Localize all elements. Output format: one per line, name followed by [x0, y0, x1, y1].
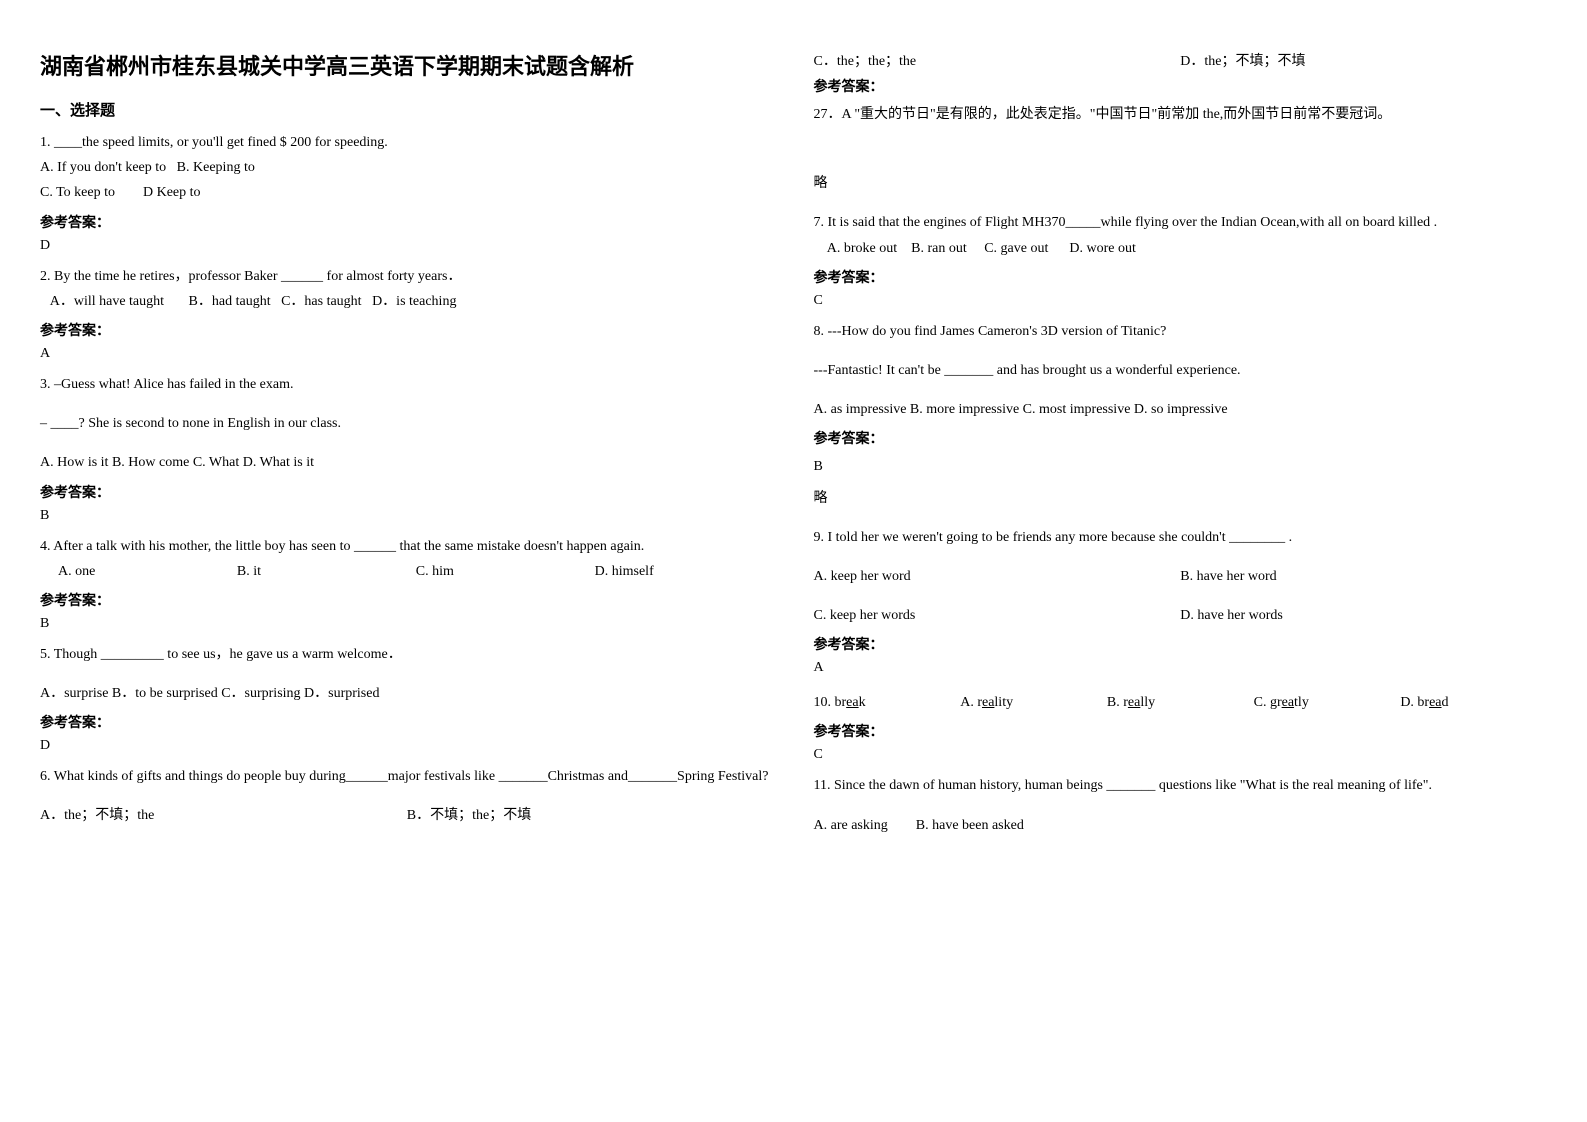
q6-line1: A．the；不填；the B．不填；the；不填 — [40, 803, 774, 828]
q7-opts: A. broke out B. ran out C. gave out D. w… — [814, 236, 1548, 261]
q8-answer: B — [814, 454, 1548, 479]
q9-answer: A — [814, 660, 1548, 676]
q1-answer: D — [40, 238, 774, 254]
answer-label: 参考答案： — [814, 428, 1548, 448]
q1-line2: C. To keep to D Keep to — [40, 180, 774, 205]
q8-opts: A. as impressive B. more impressive C. m… — [814, 397, 1548, 422]
q3-line2: – ____? She is second to none in English… — [40, 411, 774, 436]
question-1: 1. ____the speed limits, or you'll get f… — [40, 130, 774, 206]
q4-opts: A. one B. it C. him D. himself — [40, 559, 774, 584]
q3-answer: B — [40, 508, 774, 524]
answer-label: 参考答案： — [814, 267, 1548, 287]
q6-brief: 略 — [814, 171, 1548, 196]
answer-label: 参考答案： — [40, 320, 774, 340]
q9-line1: A. keep her word B. have her word — [814, 564, 1548, 589]
q8-line1: 8. ---How do you find James Cameron's 3D… — [814, 319, 1548, 344]
q6-stem: 6. What kinds of gifts and things do peo… — [40, 764, 774, 789]
q10-optB: B. really — [1107, 690, 1254, 715]
q10-optC: C. greatly — [1254, 690, 1401, 715]
q11-stem: 11. Since the dawn of human history, hum… — [814, 773, 1548, 798]
question-4: 4. After a talk with his mother, the lit… — [40, 534, 774, 584]
question-8: 8. ---How do you find James Cameron's 3D… — [814, 319, 1548, 423]
question-9: 9. I told her we weren't going to be fri… — [814, 525, 1548, 629]
q9-line2: C. keep her words D. have her words — [814, 603, 1548, 628]
answer-label: 参考答案： — [814, 634, 1548, 654]
q9-stem: 9. I told her we weren't going to be fri… — [814, 525, 1548, 550]
q11-opts: A. are asking B. have been asked — [814, 813, 1548, 838]
q8-brief: 略 — [814, 486, 1548, 511]
q6-line2: C．the；the；the D．the；不填；不填 — [814, 50, 1548, 70]
question-5: 5. Though _________ to see us，he gave us… — [40, 642, 774, 706]
q10-optA: A. reality — [960, 690, 1107, 715]
q1-stem: 1. ____the speed limits, or you'll get f… — [40, 130, 774, 155]
answer-label: 参考答案： — [40, 590, 774, 610]
q2-answer: A — [40, 346, 774, 362]
q5-opts: A．surprise B．to be surprised C．surprisin… — [40, 681, 774, 706]
section-heading: 一、选择题 — [40, 99, 774, 120]
q2-opts: A．will have taught B．had taught C．has ta… — [40, 289, 774, 314]
q8-line2: ---Fantastic! It can't be _______ and ha… — [814, 358, 1548, 383]
q5-answer: D — [40, 738, 774, 754]
left-column: 湖南省郴州市桂东县城关中学高三英语下学期期末试题含解析 一、选择题 1. ___… — [40, 50, 774, 1072]
q10-stem: 10. break — [814, 690, 961, 715]
answer-label: 参考答案： — [40, 212, 774, 232]
q5-stem: 5. Though _________ to see us，he gave us… — [40, 642, 774, 667]
q6-answer: 27．A "重大的节日"是有限的，此处表定指。"中国节日"前常加 the,而外国… — [814, 102, 1548, 127]
q10-optD: D. bread — [1400, 690, 1547, 715]
q10-row: 10. break A. reality B. really C. greatl… — [814, 690, 1548, 715]
answer-label: 参考答案： — [814, 76, 1548, 96]
q7-stem: 7. It is said that the engines of Flight… — [814, 210, 1548, 235]
q10-answer: C — [814, 747, 1548, 763]
answer-label: 参考答案： — [40, 482, 774, 502]
question-11: 11. Since the dawn of human history, hum… — [814, 773, 1548, 837]
question-2: 2. By the time he retires，professor Bake… — [40, 264, 774, 314]
q7-answer: C — [814, 293, 1548, 309]
answer-label: 参考答案： — [40, 712, 774, 732]
q4-stem: 4. After a talk with his mother, the lit… — [40, 534, 774, 559]
question-7: 7. It is said that the engines of Flight… — [814, 210, 1548, 260]
question-6: 6. What kinds of gifts and things do peo… — [40, 764, 774, 828]
document-title: 湖南省郴州市桂东县城关中学高三英语下学期期末试题含解析 — [40, 50, 774, 83]
q4-answer: B — [40, 616, 774, 632]
q2-stem: 2. By the time he retires，professor Bake… — [40, 264, 774, 289]
q3-opts: A. How is it B. How come C. What D. What… — [40, 450, 774, 475]
question-3: 3. –Guess what! Alice has failed in the … — [40, 372, 774, 476]
right-column: C．the；the；the D．the；不填；不填 参考答案： 27．A "重大… — [814, 50, 1548, 1072]
question-10: 10. break A. reality B. really C. greatl… — [814, 690, 1548, 715]
answer-label: 参考答案： — [814, 721, 1548, 741]
q1-line1: A. If you don't keep to B. Keeping to — [40, 155, 774, 180]
q3-line1: 3. –Guess what! Alice has failed in the … — [40, 372, 774, 397]
